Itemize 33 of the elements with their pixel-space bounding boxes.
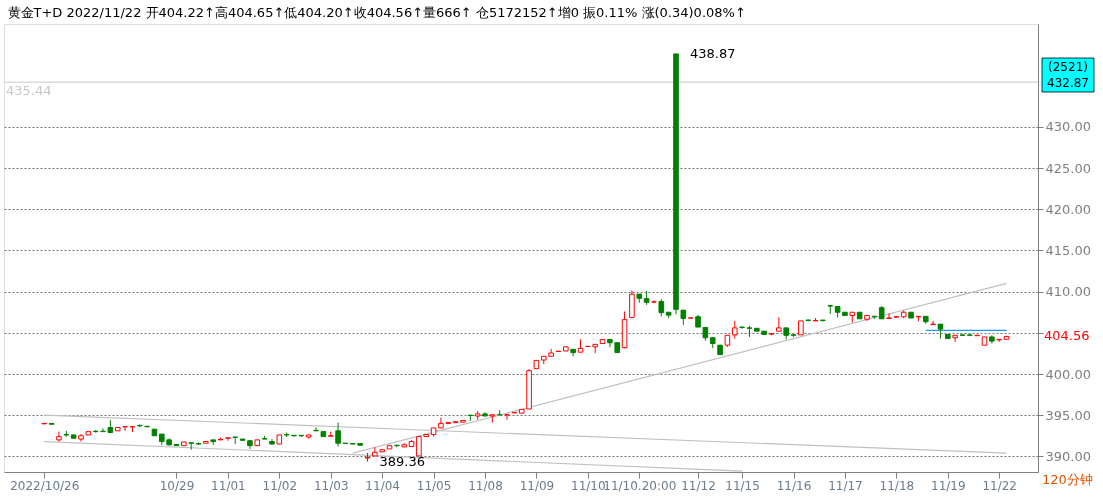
- text: 404.56: [1044, 328, 1090, 344]
- x-tick-label: 11/18: [879, 478, 915, 493]
- annotation: 438.87: [690, 45, 736, 61]
- x-tick-label: 11/15: [725, 478, 760, 493]
- x-tick-label: 11/19: [930, 478, 966, 493]
- x-tick-label: 10/29: [159, 478, 195, 493]
- y-tick-label: 430.00: [1045, 119, 1091, 135]
- chart-title: 黄金T+D 2022/11/22 开404.22↑高404.65↑低404.20↑收404.56↑量666↑ 仓5172152↑增0 振0.11% 涨(0.34)0.08%↑: [7, 5, 746, 20]
- y-tick-label: 410.00: [1045, 284, 1091, 300]
- x-tick-label: 11/12: [681, 478, 716, 493]
- x-tick-label: 11/16: [776, 478, 812, 493]
- x-tick-label: 2022/10/26: [10, 478, 80, 493]
- y-tick-label: 420.00: [1045, 201, 1091, 217]
- y-tick-label: 415.00: [1045, 242, 1091, 258]
- x-tick-label: 11/10: [571, 478, 606, 493]
- y-tick-label: 400.00: [1045, 366, 1091, 382]
- text: 120分钟: [1042, 472, 1093, 487]
- text: (2521): [1048, 60, 1088, 74]
- x-tick-label: 11/09: [519, 478, 555, 493]
- x-tick-label: 11/03: [313, 478, 349, 493]
- x-tick-label: 11/10.20:00: [603, 478, 677, 493]
- x-tick-label: 11/17: [828, 478, 863, 493]
- x-tick-label: 11/02: [262, 478, 298, 493]
- annotation: 389.36: [379, 453, 425, 469]
- x-tick-label: 11/04: [365, 478, 400, 493]
- x-tick-label: 11/01: [211, 478, 246, 493]
- y-tick-label: 390.00: [1045, 448, 1091, 464]
- x-tick-label: 11/22: [982, 478, 1018, 493]
- x-tick-label: 11/05: [416, 478, 452, 493]
- y-tick-label: 395.00: [1045, 407, 1091, 423]
- x-tick-label: 11/08: [468, 478, 503, 493]
- text: 432.87: [1047, 76, 1089, 90]
- y-tick-label: 425.00: [1045, 160, 1091, 176]
